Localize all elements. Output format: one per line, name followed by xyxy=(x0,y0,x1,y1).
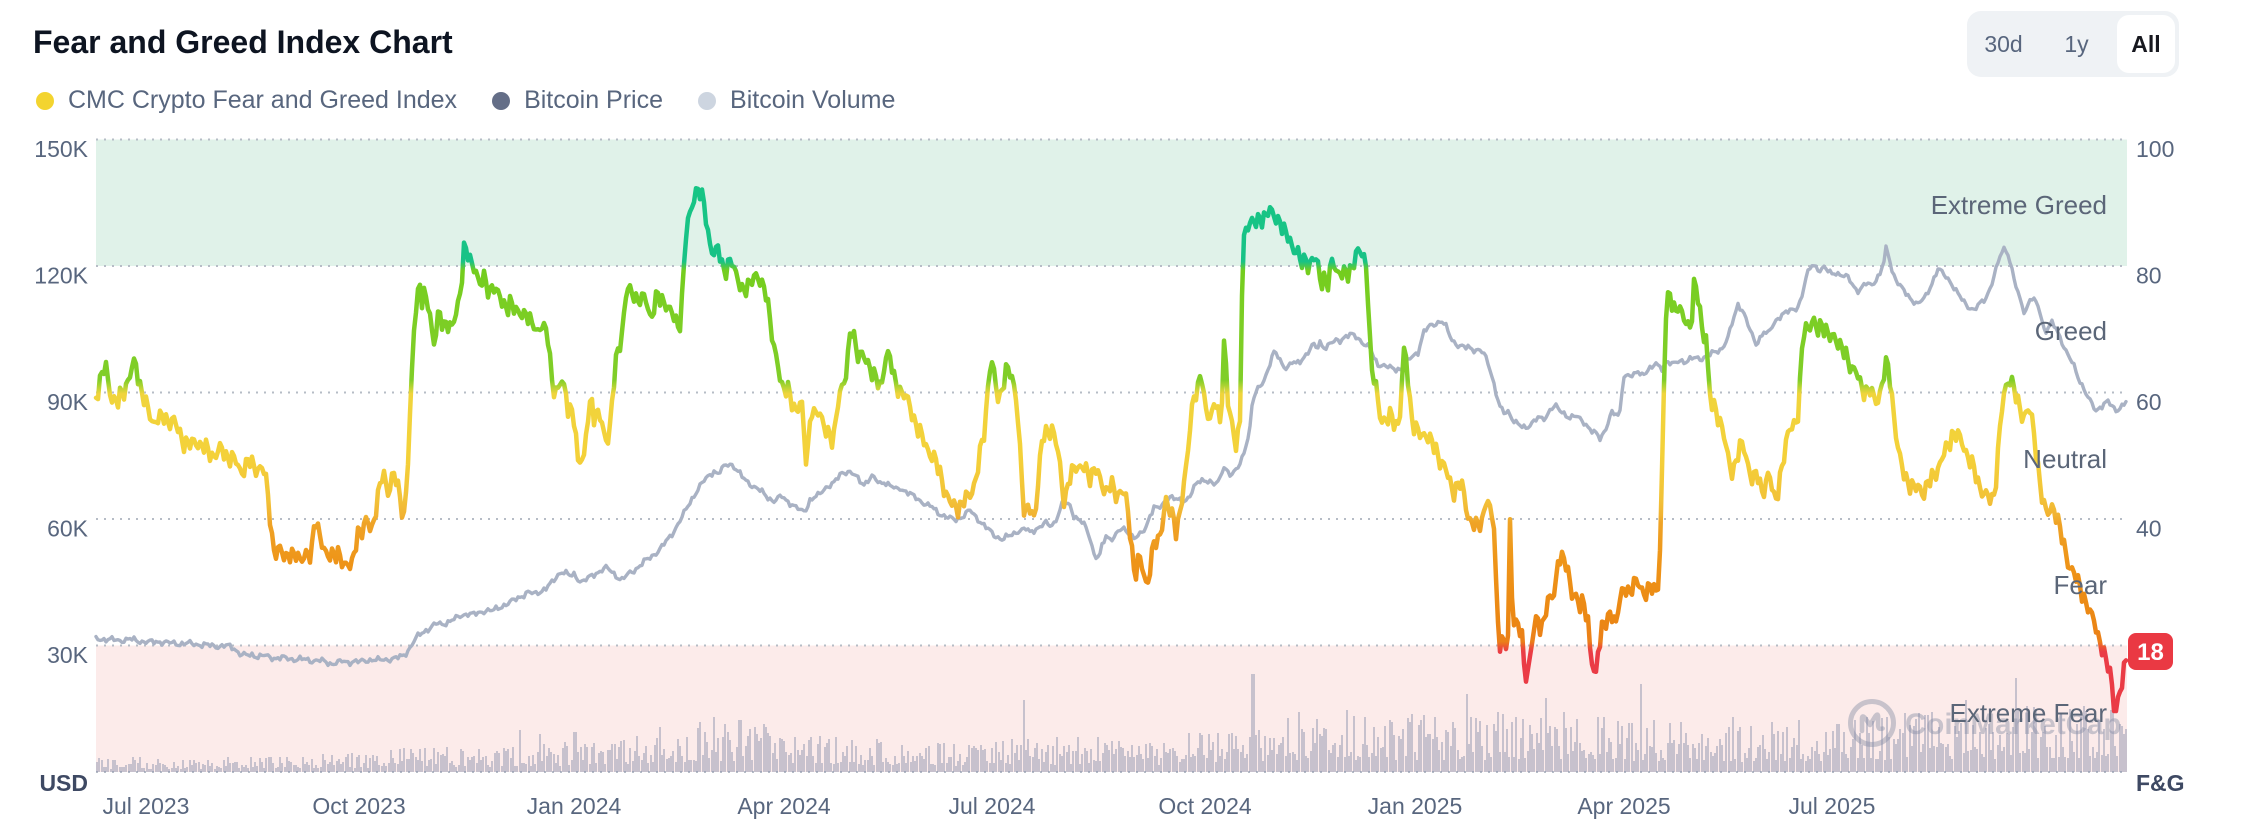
svg-text:Apr 2024: Apr 2024 xyxy=(737,793,831,819)
svg-text:90K: 90K xyxy=(47,389,89,415)
svg-text:Jan 2024: Jan 2024 xyxy=(527,793,622,819)
svg-text:80: 80 xyxy=(2136,263,2162,289)
svg-text:60K: 60K xyxy=(47,516,89,542)
svg-text:30K: 30K xyxy=(47,642,89,668)
svg-text:F&G: F&G xyxy=(2136,770,2185,796)
svg-text:Jul 2024: Jul 2024 xyxy=(949,793,1036,819)
svg-text:Extreme Fear: Extreme Fear xyxy=(1950,698,2108,728)
svg-text:Greed: Greed xyxy=(2035,316,2107,346)
svg-text:120K: 120K xyxy=(34,263,88,289)
svg-text:100: 100 xyxy=(2136,136,2174,162)
svg-text:Oct 2024: Oct 2024 xyxy=(1158,793,1252,819)
svg-text:150K: 150K xyxy=(34,136,88,162)
svg-text:CoinMarketCap: CoinMarketCap xyxy=(1905,708,2121,741)
svg-text:Jul 2025: Jul 2025 xyxy=(1789,793,1876,819)
svg-text:18: 18 xyxy=(2137,639,2164,666)
svg-text:USD: USD xyxy=(39,770,88,796)
svg-text:Extreme Greed: Extreme Greed xyxy=(1931,190,2107,220)
svg-text:Fear: Fear xyxy=(2054,570,2108,600)
svg-text:Apr 2025: Apr 2025 xyxy=(1577,793,1670,819)
svg-text:40: 40 xyxy=(2136,516,2162,542)
svg-text:Oct 2023: Oct 2023 xyxy=(312,793,405,819)
svg-text:60: 60 xyxy=(2136,389,2162,415)
svg-text:Jan 2025: Jan 2025 xyxy=(1368,793,1463,819)
svg-text:Jul 2023: Jul 2023 xyxy=(103,793,190,819)
svg-text:Neutral: Neutral xyxy=(2023,444,2107,474)
